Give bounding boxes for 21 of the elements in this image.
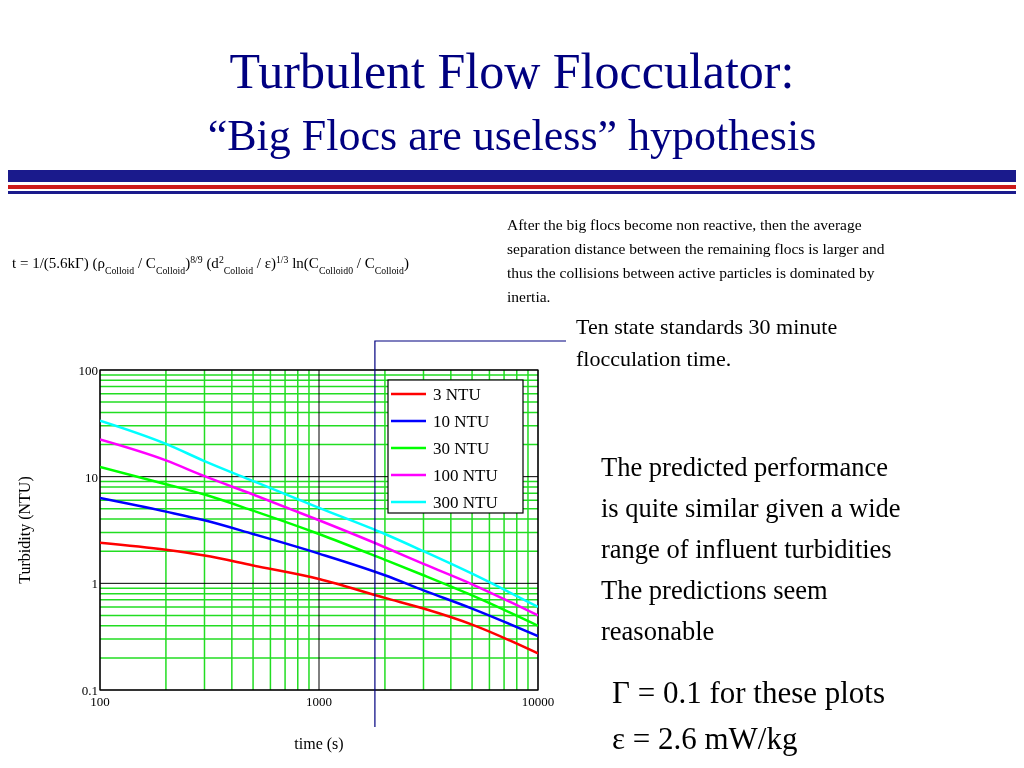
y-axis-title: Turbidity (NTU) (16, 476, 34, 584)
ref-line-label: Ten state standards 30 minute flocculation time. (576, 314, 838, 371)
legend-label: 10 NTU (433, 412, 490, 431)
text: After the big flocs become non reactive, then the average separation distance between the remaining flocs is larger and thus the collisions between active particles is dominated by inertia. (507, 216, 885, 306)
x-tick-label: 10000 (521, 694, 555, 709)
x-tick-label: 1000 (306, 694, 332, 709)
y-tick-label: 100 (78, 363, 98, 378)
text: t = 1/(5.6kΓ) (ρ$_{Colloid}$ / C$_{Colloid}$)$^{8/9}$ (d$^{2}$$_{Colloid}$ / ε)$^{1/3}$ ln(C$_{Colloid0}$ / C$_{Colloid}$) (12, 253, 409, 276)
chart-title: Turbulent Flow Flocculator: (229, 43, 795, 99)
legend-label: 30 NTU (433, 439, 490, 458)
chart-subtitle: “Big Flocs are useless” hypothesis (207, 111, 817, 160)
legend-label: 3 NTU (433, 385, 481, 404)
text: The predicted performance is quite similar given a wide range of influent turbidities The predictions seem reasonable (601, 452, 901, 647)
legend-label: 300 NTU (433, 493, 498, 512)
y-tick-label: 1 (91, 576, 98, 592)
x-axis-title: time (s) (294, 735, 344, 753)
text: ε = 2.6 mW/kg (612, 721, 798, 756)
text: Γ = 0.1 for these plots (612, 675, 886, 710)
y-tick-label: 0.1 (81, 683, 98, 698)
y-tick-label: 10 (85, 469, 98, 485)
legend-label: 100 NTU (433, 466, 498, 485)
